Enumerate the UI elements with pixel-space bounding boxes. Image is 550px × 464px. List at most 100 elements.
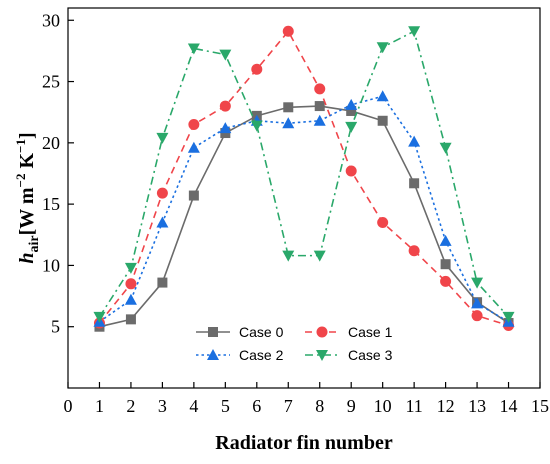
data-point-case-3 [408, 26, 421, 38]
data-point-case-1 [219, 100, 231, 112]
series-layer [93, 25, 515, 332]
data-point-case-2 [156, 216, 169, 228]
series-case-0 [94, 101, 514, 332]
data-point-case-3 [219, 49, 232, 61]
legend-label: Case 3 [348, 347, 393, 363]
data-point-case-1 [188, 118, 200, 130]
y-tick-label: 25 [42, 72, 60, 92]
legend-item-case-2: Case 2 [196, 347, 284, 363]
series-line-case-1 [98, 29, 509, 327]
legend-swatch-marker [316, 350, 328, 361]
data-point-case-2 [187, 141, 200, 153]
data-point-case-3 [124, 262, 137, 274]
data-point-case-3 [93, 311, 106, 323]
data-point-case-0 [188, 190, 199, 201]
data-point-case-3 [439, 142, 452, 154]
y-axis-title-close: ] [16, 132, 38, 139]
y-axis-title-symbol: h [16, 253, 38, 264]
data-point-case-2 [282, 117, 295, 129]
data-point-case-1 [125, 278, 137, 290]
data-point-case-0 [314, 101, 325, 112]
data-point-case-1 [377, 217, 389, 229]
y-axis-title-units-k: K [16, 153, 38, 174]
x-axis-title: Radiator fin number [215, 432, 393, 454]
data-point-case-2 [439, 234, 452, 246]
y-tick-label: 20 [42, 133, 60, 153]
series-line-case-0 [99, 105, 509, 328]
data-point-case-3 [282, 250, 295, 262]
y-axis-title-subscript: air [27, 235, 42, 252]
series-line-case-3 [98, 30, 510, 318]
data-point-case-0 [125, 314, 136, 325]
data-point-case-3 [471, 277, 484, 289]
series-case-2 [93, 90, 515, 327]
legend-swatch-marker [316, 326, 328, 338]
data-point-case-2 [219, 122, 232, 134]
x-tick-label: 10 [374, 396, 392, 416]
legend-swatch-marker [208, 327, 218, 337]
data-point-case-2 [471, 297, 484, 309]
x-tick-label: 1 [95, 396, 104, 416]
plot-frame [67, 7, 541, 389]
legend: Case 0 Case 1 Case 2 Case 3 [196, 324, 393, 363]
y-axis-title-units: [W m [16, 187, 38, 235]
x-axis-ticks: 0 1 2 3 4 5 6 7 8 9 10 11 12 13 14 15 [64, 382, 549, 416]
legend-label: Case 1 [348, 324, 393, 340]
x-tick-label: 11 [405, 396, 422, 416]
data-point-case-3 [313, 250, 326, 262]
x-tick-label: 7 [284, 396, 293, 416]
data-point-case-1 [408, 245, 420, 257]
data-point-case-0 [440, 259, 451, 270]
legend-item-case-1: Case 1 [305, 324, 393, 340]
legend-label: Case 2 [239, 347, 284, 363]
series-line-case-2 [99, 95, 509, 323]
y-tick-label: 5 [51, 317, 60, 337]
y-axis-title: hair[W m−2 K−1] [13, 132, 42, 263]
x-tick-label: 12 [437, 396, 455, 416]
x-tick-label: 15 [531, 396, 549, 416]
data-point-case-1 [440, 275, 452, 287]
x-tick-label: 8 [315, 396, 324, 416]
y-tick-label: 10 [42, 255, 60, 275]
y-tick-label: 15 [42, 194, 60, 214]
data-point-case-3 [502, 311, 515, 323]
legend-label: Case 0 [239, 324, 284, 340]
data-point-case-3 [187, 43, 200, 55]
data-point-case-1 [251, 63, 263, 75]
x-tick-label: 13 [468, 396, 486, 416]
data-point-case-0 [157, 277, 168, 288]
x-tick-label: 5 [221, 396, 230, 416]
data-point-case-2 [376, 90, 389, 102]
y-tick-label: 30 [42, 10, 60, 30]
data-point-case-1 [156, 187, 168, 199]
y-axis-title-exp-1: −2 [13, 174, 28, 188]
x-tick-label: 3 [158, 396, 167, 416]
x-tick-label: 9 [347, 396, 356, 416]
series-case-3 [93, 26, 515, 323]
data-point-case-2 [124, 293, 137, 305]
x-tick-label: 0 [64, 396, 73, 416]
data-point-case-2 [345, 98, 358, 110]
x-tick-label: 14 [500, 396, 518, 416]
data-point-case-3 [376, 42, 389, 54]
data-point-case-2 [408, 135, 421, 147]
data-point-case-1 [314, 83, 326, 95]
x-tick-label: 6 [252, 396, 261, 416]
data-point-case-3 [345, 121, 358, 133]
legend-item-case-0: Case 0 [196, 324, 284, 340]
legend-item-case-3: Case 3 [305, 347, 393, 363]
x-tick-label: 2 [126, 396, 135, 416]
data-point-case-1 [345, 165, 357, 177]
data-point-case-3 [250, 120, 263, 132]
data-point-case-2 [313, 114, 326, 126]
data-point-case-3 [156, 132, 169, 144]
data-point-case-0 [377, 115, 388, 126]
data-point-case-1 [471, 310, 483, 322]
y-axis-title-exp-2: −1 [13, 139, 28, 153]
data-point-case-0 [346, 105, 357, 116]
data-point-case-0 [409, 178, 420, 189]
series-case-1 [93, 25, 515, 331]
data-point-case-1 [282, 25, 294, 37]
